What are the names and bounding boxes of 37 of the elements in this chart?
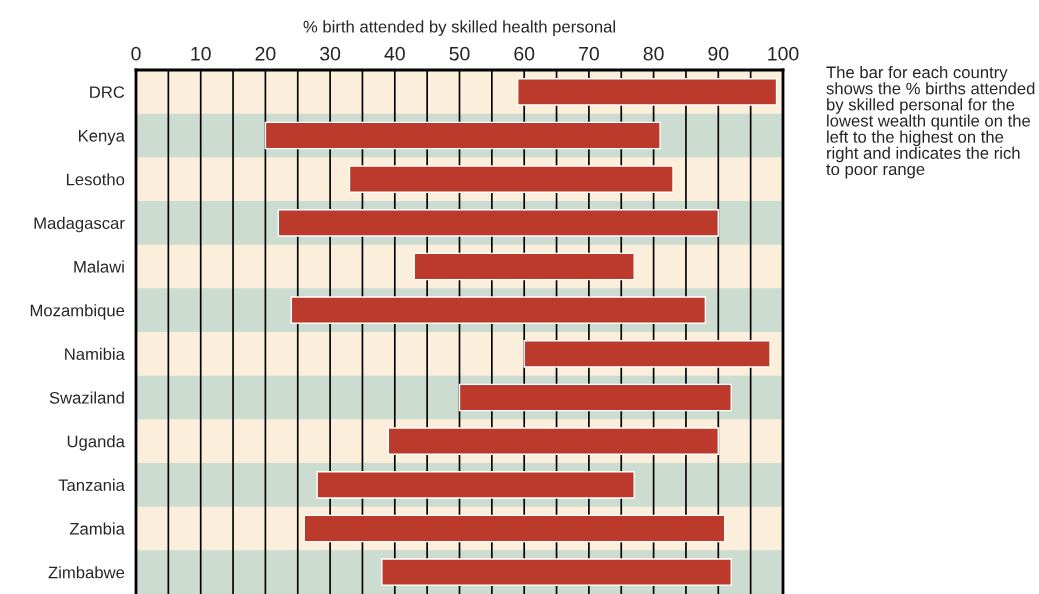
bar <box>277 209 719 237</box>
text: The bar for each country shows the % births attended by skilled personal for the lowest wealth quntile on the left to the highest on the right and indicates the rich to poor range <box>826 66 1035 179</box>
bar <box>290 296 707 324</box>
bar <box>517 78 778 106</box>
y-tick-label: Kenya <box>79 130 125 145</box>
bar <box>303 514 726 543</box>
x-tick-label: 30 <box>320 46 341 61</box>
y-tick-label: DRC <box>90 86 125 99</box>
bar <box>316 471 635 499</box>
x-tick-label: 100 <box>768 46 799 61</box>
x-tick-label: 10 <box>191 46 211 61</box>
x-tick-label: 40 <box>384 46 405 61</box>
y-tick-label: Zambia <box>69 522 125 535</box>
x-tick-label: 50 <box>449 46 470 61</box>
bar <box>381 558 732 586</box>
y-tick-label: Madagascar <box>34 216 125 233</box>
y-tick-label: Namibia <box>65 347 125 361</box>
bar <box>523 340 771 368</box>
x-tick-label: 60 <box>514 46 535 61</box>
bar <box>264 121 661 150</box>
y-tick-label: Swaziland <box>49 391 124 404</box>
x-tick-label: 80 <box>643 46 664 61</box>
x-tick-label: 0 <box>131 46 141 61</box>
y-tick-label: Zimbabwe <box>48 566 125 579</box>
y-tick-label: Uganda <box>67 435 125 451</box>
x-tick-label: 70 <box>579 46 599 61</box>
bar <box>387 427 719 455</box>
x-tick-label: 90 <box>708 46 729 61</box>
y-tick-label: Lesotho <box>66 173 125 186</box>
bar <box>348 165 674 193</box>
y-tick-label: Mozambique <box>30 304 125 320</box>
y-tick-label: Malawi <box>74 260 124 273</box>
y-tick-label: Tanzania <box>58 478 125 492</box>
x-axis-title: % birth attended by skilled health personal <box>303 20 615 36</box>
bar <box>413 252 635 281</box>
x-tick-label: 20 <box>255 46 276 61</box>
bar <box>458 383 732 412</box>
